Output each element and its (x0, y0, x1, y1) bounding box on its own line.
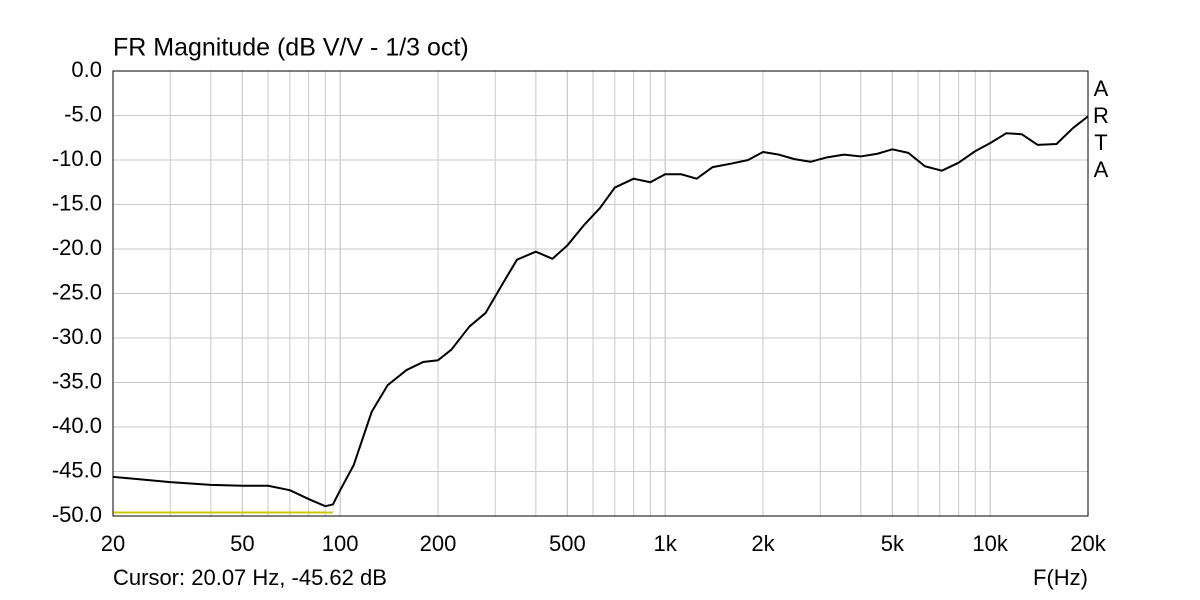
x-tick-label: 2k (751, 531, 775, 556)
cursor-readout: Cursor: 20.07 Hz, -45.62 dB (113, 565, 387, 590)
watermark: ARTA (1089, 76, 1114, 184)
x-axis-label: F(Hz) (1033, 565, 1088, 590)
y-tick-label: -25.0 (52, 279, 102, 304)
chart-title: FR Magnitude (dB V/V - 1/3 oct) (113, 34, 469, 62)
x-tick-label: 100 (322, 531, 359, 556)
y-tick-label: -5.0 (64, 101, 102, 126)
series-line (112, 115, 1089, 508)
x-tick-label: 20 (101, 531, 125, 556)
plot-frame (112, 70, 1089, 517)
x-tick-label: 5k (881, 531, 905, 556)
y-tick-label: -30.0 (52, 324, 102, 349)
y-tick-label: -20.0 (52, 235, 102, 260)
y-tick-label: -15.0 (52, 190, 102, 215)
x-tick-label: 200 (420, 531, 457, 556)
plot (112, 115, 1089, 514)
x-tick-label: 50 (230, 531, 254, 556)
x-tick-label: 10k (972, 531, 1008, 556)
x-tick-label: 1k (654, 531, 678, 556)
y-tick-label: 0.0 (71, 57, 102, 82)
y-tick-label: -45.0 (52, 457, 102, 482)
y-tick-label: -40.0 (52, 413, 102, 438)
x-tick-label: 500 (549, 531, 586, 556)
x-tick-label: 20k (1070, 531, 1106, 556)
y-tick-label: -35.0 (52, 368, 102, 393)
y-tick-label: -50.0 (52, 502, 102, 527)
y-tick-label: -10.0 (52, 146, 102, 171)
